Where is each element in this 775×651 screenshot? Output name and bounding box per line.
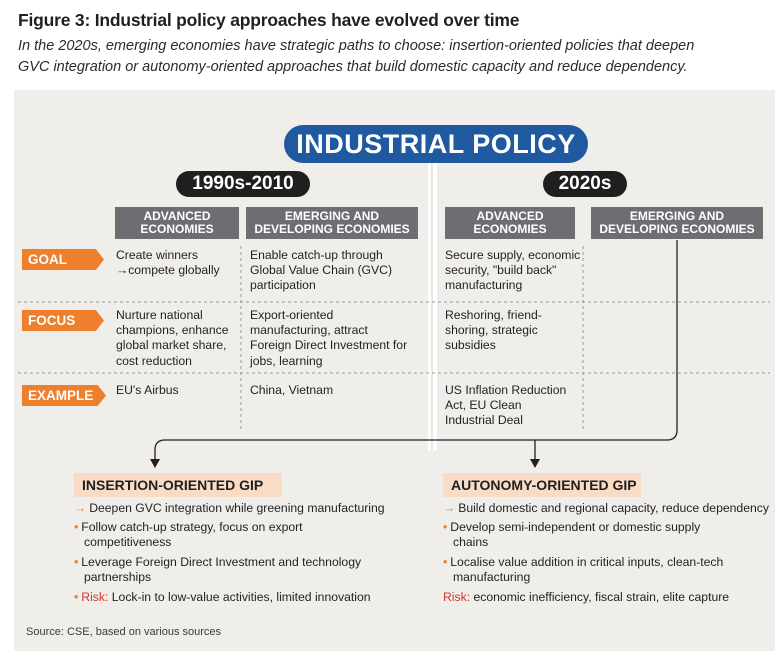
row-label-example: EXAMPLE <box>22 385 106 406</box>
figure-subtitle: In the 2020s, emerging economies have st… <box>18 36 768 78</box>
cell-line: US Inflation Reduction <box>445 383 567 397</box>
column-header-line: ADVANCED <box>143 209 211 223</box>
gip-item-text: Build domestic and regional capacity, re… <box>458 501 769 515</box>
diagram-panel <box>14 90 775 651</box>
cell-line: Secure supply, economic <box>445 248 581 262</box>
cell-line: jobs, learning <box>250 353 323 368</box>
cell-example-advanced-1990s: EU's Airbus <box>116 383 179 398</box>
cell-line: Nurture national <box>116 308 203 322</box>
cell-goal-advanced-1990s: Create winners →compete globally <box>116 248 220 278</box>
insertion-gip-item: • Follow catch-up strategy, focus on expo… <box>74 520 303 550</box>
insertion-gip-risk: • Risk: Lock-in to low-value activities, … <box>74 590 371 605</box>
column-header-line: ADVANCED <box>476 209 544 223</box>
arrow-bullet-icon: → <box>443 501 456 515</box>
gip-item-text: Follow catch-up strategy, focus on expor… <box>81 520 303 534</box>
industrial-policy-label: INDUSTRIAL POLICY <box>284 125 588 163</box>
arrowhead-insertion <box>150 459 160 468</box>
bullet-icon: • <box>74 520 79 534</box>
era-label-2020s: 2020s <box>543 171 627 197</box>
cell-line: champions, enhance <box>116 323 229 338</box>
cell-line: Industrial Deal <box>445 413 523 428</box>
cell-line: manufacturing <box>445 278 523 293</box>
cell-line: EU's Airbus <box>116 383 179 397</box>
era-label-1990s-2010: 1990s-2010 <box>176 171 310 197</box>
gip-item-text: partnerships <box>84 570 152 584</box>
column-header-line: DEVELOPING ECONOMIES <box>254 222 410 236</box>
risk-text: Lock-in to low-value activities, limited… <box>111 590 371 604</box>
gip-item-text: Localise value addition in critical inpu… <box>450 555 724 569</box>
cell-line: Create winners <box>116 248 198 262</box>
row-label-goal: GOAL <box>22 249 104 270</box>
gip-item-text: Deepen GVC integration while greening ma… <box>89 501 385 515</box>
subtitle-line: In the 2020s, emerging economies have st… <box>18 38 695 54</box>
cell-focus-advanced-1990s: Nurture national champions, enhance glob… <box>116 308 228 369</box>
column-header-line: EMERGING AND <box>629 209 725 223</box>
risk-label: Risk: <box>443 590 471 604</box>
cell-line: Export-oriented <box>250 308 334 322</box>
gip-item-text: chains <box>453 535 489 549</box>
cell-focus-emerging-1990s: Export-oriented manufacturing, attract F… <box>250 308 407 369</box>
source-note: Source: CSE, based on various sources <box>26 626 222 638</box>
autonomy-gip-item: → Build domestic and regional capacity, r… <box>443 501 769 516</box>
bullet-icon: • <box>443 555 448 569</box>
arrowhead-autonomy <box>530 459 540 468</box>
risk-text: economic inefficiency, fiscal strain, el… <box>473 590 730 604</box>
column-header-emerging-2020s: EMERGING AND DEVELOPING ECONOMIES <box>591 207 763 239</box>
arrow-bullet-icon: → <box>74 501 87 515</box>
cell-goal-advanced-2020s: Secure supply, economic security, "build… <box>445 248 580 294</box>
cell-line: shoring, strategic <box>445 323 538 338</box>
column-header-line: ECONOMIES <box>473 222 547 236</box>
insertion-gip-item: • Leverage Foreign Direct Investment and … <box>74 555 361 585</box>
autonomy-gip-risk: Risk: economic inefficiency, fiscal stra… <box>443 590 729 605</box>
subtitle-line: GVC integration or autonomy-oriented app… <box>18 59 688 75</box>
autonomy-gip-title: AUTONOMY-ORIENTED GIP <box>443 473 641 497</box>
bullet-icon: • <box>74 555 79 569</box>
cell-line: Enable catch-up through <box>250 248 383 262</box>
insertion-gip-item: → Deepen GVC integration while greening m… <box>74 501 385 516</box>
column-header-emerging-1990s: EMERGING AND DEVELOPING ECONOMIES <box>246 207 418 239</box>
autonomy-gip-item: • Develop semi-independent or domestic su… <box>443 520 700 550</box>
path-connector <box>154 240 678 460</box>
cell-line: Reshoring, friend- <box>445 308 542 322</box>
risk-label: Risk: <box>81 590 109 604</box>
column-header-advanced-1990s: ADVANCED ECONOMIES <box>115 207 239 239</box>
cell-line: subsidies <box>445 338 496 353</box>
insertion-gip-title: INSERTION-ORIENTED GIP <box>74 473 282 497</box>
gip-item-text: competitiveness <box>84 535 172 549</box>
cell-line: security, "build back" <box>445 263 557 278</box>
cell-line: Act, EU Clean <box>445 398 522 413</box>
cell-line: Global Value Chain (GVC) <box>250 263 393 278</box>
column-header-line: ECONOMIES <box>140 222 214 236</box>
cell-line: cost reduction <box>116 353 192 368</box>
row-label-focus: FOCUS <box>22 310 104 331</box>
bullet-icon: • <box>74 590 79 604</box>
cell-example-emerging-1990s: China, Vietnam <box>250 383 333 398</box>
autonomy-gip-item: • Localise value addition in critical inp… <box>443 555 723 585</box>
cell-focus-advanced-2020s: Reshoring, friend- shoring, strategic su… <box>445 308 542 354</box>
gip-item-text: manufacturing <box>453 570 531 584</box>
column-header-line: EMERGING AND <box>284 209 380 223</box>
column-header-advanced-2020s: ADVANCED ECONOMIES <box>445 207 575 239</box>
cell-line: China, Vietnam <box>250 383 334 397</box>
column-header-line: DEVELOPING ECONOMIES <box>599 222 755 236</box>
cell-example-advanced-2020s: US Inflation Reduction Act, EU Clean Ind… <box>445 383 566 429</box>
cell-line: →compete globally <box>116 263 220 278</box>
cell-line: participation <box>250 278 316 293</box>
cell-line: Foreign Direct Investment for <box>250 338 408 353</box>
figure-title: Figure 3: Industrial policy approaches h… <box>18 10 520 30</box>
cell-line: manufacturing, attract <box>250 323 368 338</box>
gip-item-text: Leverage Foreign Direct Investment and t… <box>81 555 362 569</box>
bullet-icon: • <box>443 520 448 534</box>
gip-item-text: Develop semi-independent or domestic sup… <box>450 520 701 534</box>
cell-goal-emerging-1990s: Enable catch-up through Global Value Cha… <box>250 248 392 294</box>
cell-line: global market share, <box>116 338 227 353</box>
